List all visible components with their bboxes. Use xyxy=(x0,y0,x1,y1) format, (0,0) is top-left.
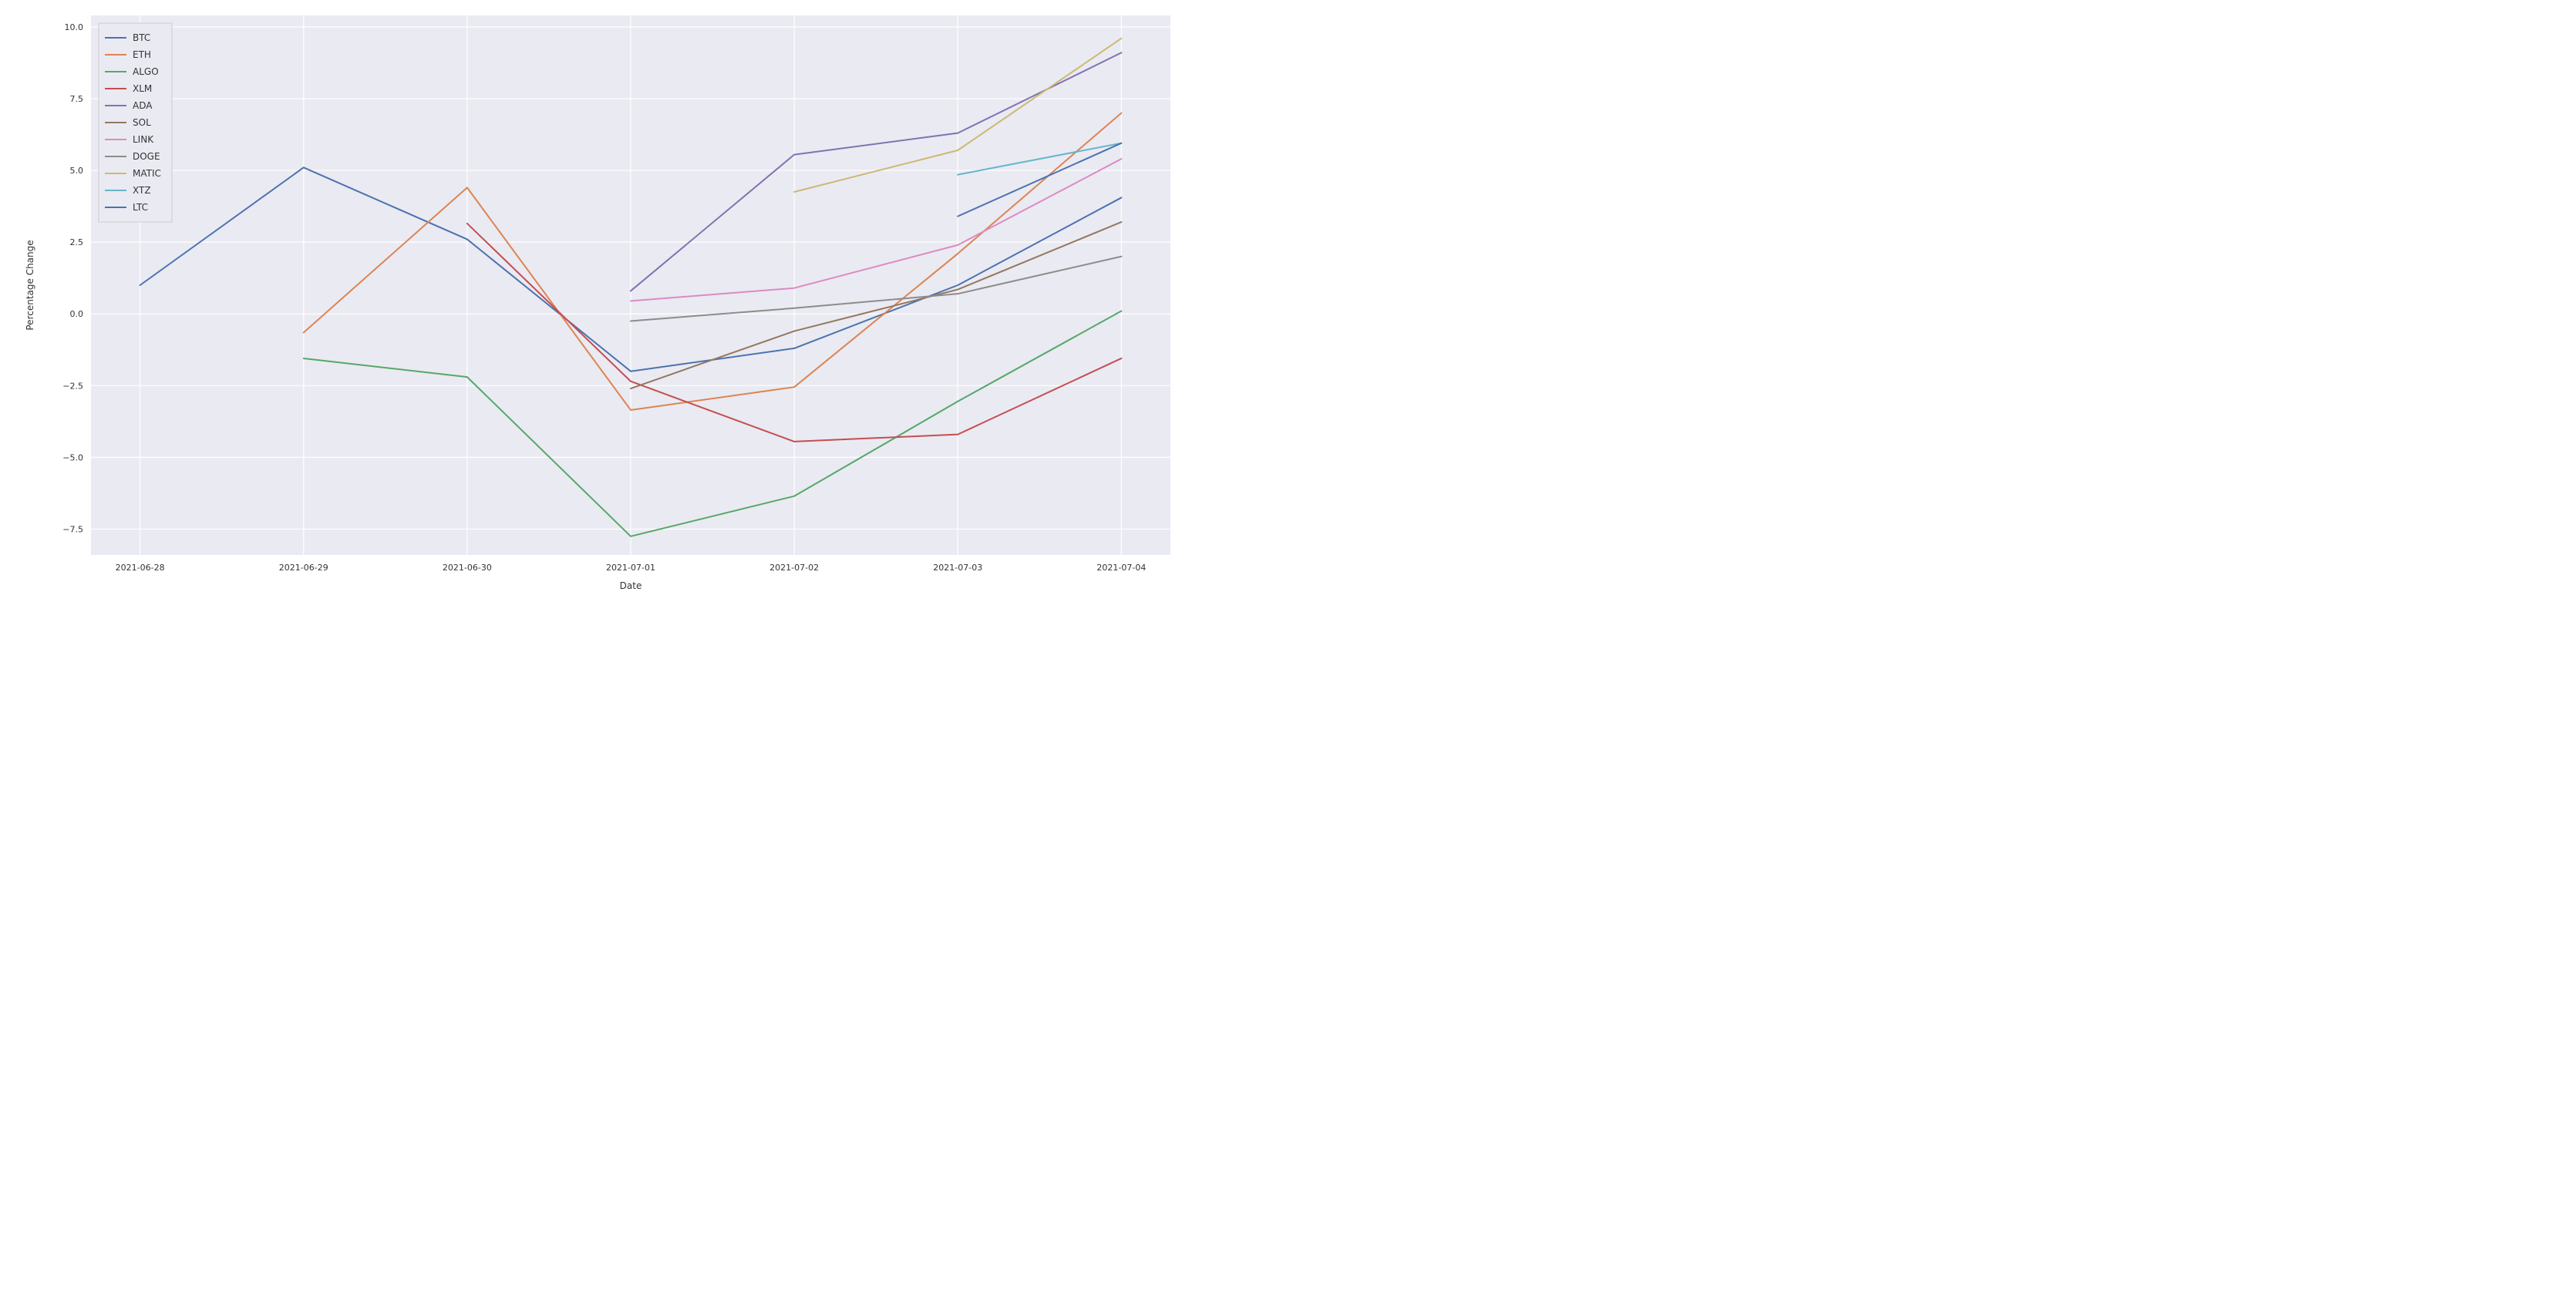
chart-svg: −7.5 −5.0 −2.5 0.0 2.5 5.0 7.5 10.0 2021-06-28 20… xyxy=(0,0,1187,603)
x-tick-label: 2021-06-28 xyxy=(116,563,165,573)
legend-label: BTC xyxy=(133,32,150,43)
x-tick-label: 2021-07-02 xyxy=(769,563,819,573)
x-tick-label: 2021-07-04 xyxy=(1096,563,1146,573)
x-tick-label: 2021-06-29 xyxy=(279,563,328,573)
legend-label: MATIC xyxy=(133,168,161,179)
y-axis-label: Percentage Change xyxy=(25,240,35,330)
x-axis-label: Date xyxy=(620,580,642,591)
line-chart: −7.5 −5.0 −2.5 0.0 2.5 5.0 7.5 10.0 2021-06-28 20… xyxy=(0,0,1187,603)
y-tick-label: −2.5 xyxy=(62,381,83,391)
legend-label: XTZ xyxy=(133,185,151,196)
legend-label: XLM xyxy=(133,83,152,94)
legend-label: DOGE xyxy=(133,151,160,162)
x-tick-label: 2021-06-30 xyxy=(443,563,492,573)
y-tick-label: 7.5 xyxy=(70,94,84,104)
legend-label: SOL xyxy=(133,117,151,128)
y-tick-label: −5.0 xyxy=(62,452,83,462)
legend-label: ALGO xyxy=(133,66,159,77)
x-tick-label: 2021-07-01 xyxy=(606,563,655,573)
y-tick-label: 10.0 xyxy=(65,22,84,32)
y-tick-label: −7.5 xyxy=(62,524,83,534)
y-tick-label: 5.0 xyxy=(70,166,84,176)
y-tick-label: 2.5 xyxy=(70,237,84,247)
legend-label: ETH xyxy=(133,49,151,60)
legend-label: LTC xyxy=(133,202,148,213)
x-tick-label: 2021-07-03 xyxy=(933,563,982,573)
y-tick-label: 0.0 xyxy=(70,309,84,319)
legend-label: LINK xyxy=(133,134,154,145)
legend-label: ADA xyxy=(133,100,153,111)
